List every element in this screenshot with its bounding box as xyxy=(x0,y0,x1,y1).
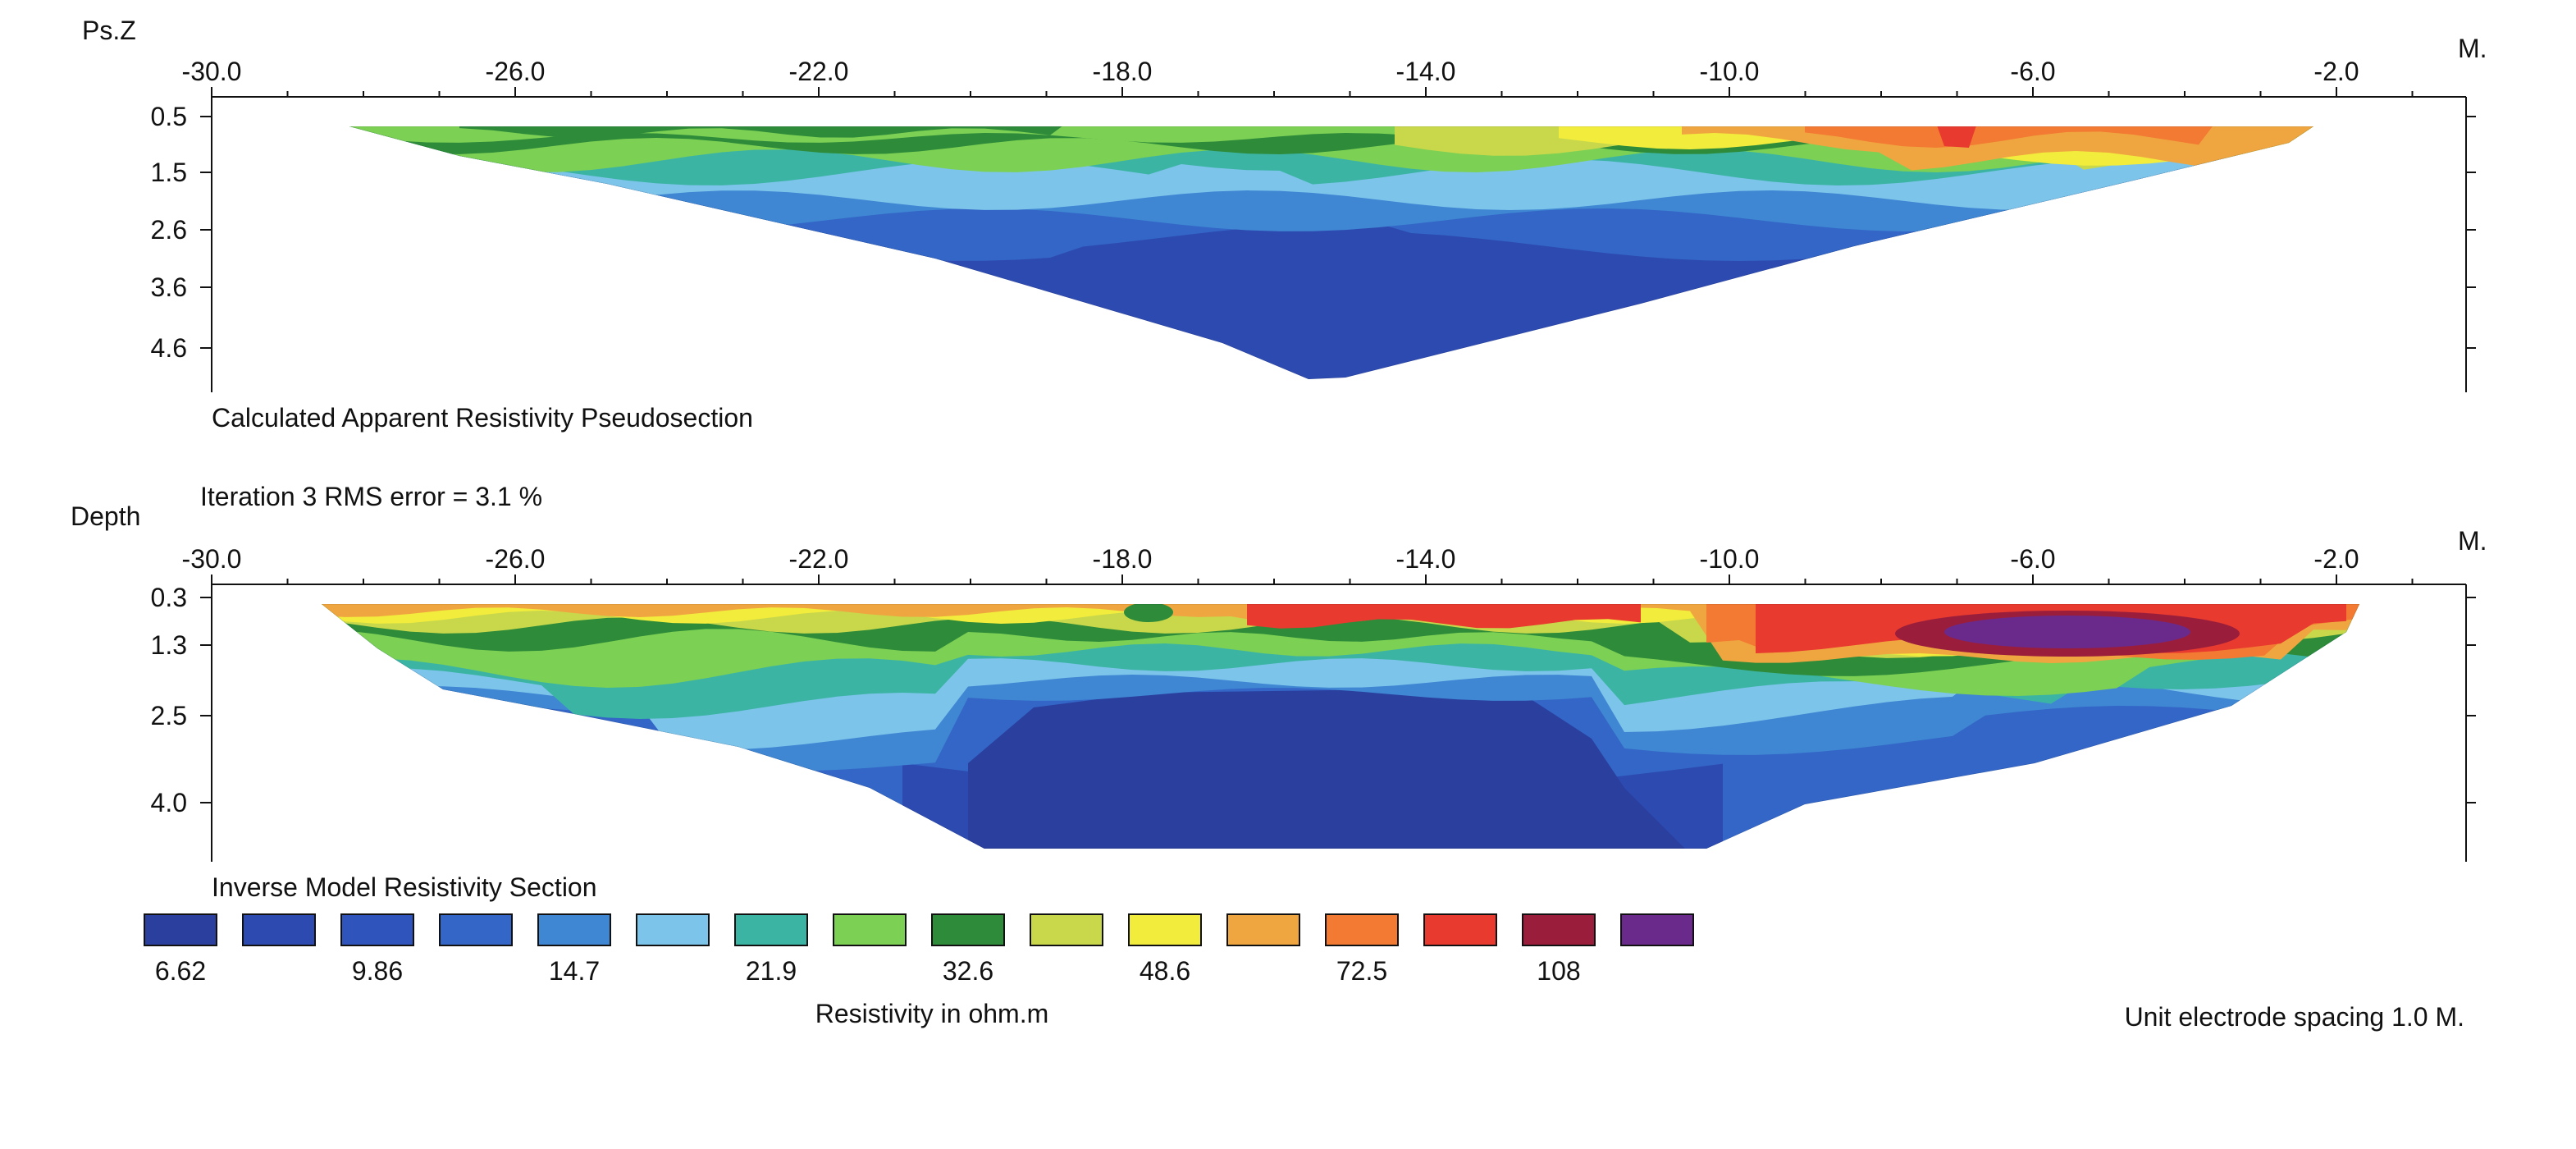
axes-frame xyxy=(200,87,2476,392)
y-tick-labels: 0.3 1.3 2.5 4.0 xyxy=(151,583,187,817)
y-tick-label: 0.3 xyxy=(151,583,187,612)
legend-swatch xyxy=(1423,913,1497,946)
inverse-model-panel: Iteration 3 RMS error = 3.1 % Depth M. -… xyxy=(71,482,2487,902)
legend-swatch xyxy=(1226,913,1300,946)
legend-swatches xyxy=(144,913,1694,946)
legend-swatch xyxy=(636,913,710,946)
x-tick-label: -30.0 xyxy=(182,57,242,86)
x-tick-label: -26.0 xyxy=(486,57,546,86)
legend-label: 6.62 xyxy=(155,956,206,986)
x-tick-labels: -30.0 -26.0 -22.0 -18.0 -14.0 -10.0 -6.0 -2.0 xyxy=(182,57,2359,86)
chart-title: Calculated Apparent Resistivity Pseudose… xyxy=(212,403,753,433)
legend-label: 21.9 xyxy=(746,956,797,986)
resistivity-zone xyxy=(1805,126,2215,148)
legend-swatch xyxy=(833,913,907,946)
legend-label: 72.5 xyxy=(1336,956,1387,986)
legend-swatch xyxy=(1325,913,1399,946)
y-tick-labels: 0.5 1.5 2.6 3.6 4.6 xyxy=(151,102,187,363)
y-tick-label: 2.5 xyxy=(151,701,187,730)
x-tick-label: -18.0 xyxy=(1093,544,1153,574)
electrode-spacing-note: Unit electrode spacing 1.0 M. xyxy=(2125,1002,2464,1032)
pseudosection-panel: Ps.Z M. -30.0 -26.0 -22.0 -18.0 -14.0 -10.0 -6… xyxy=(82,16,2487,433)
legend-swatch xyxy=(1128,913,1202,946)
iteration-rms-note: Iteration 3 RMS error = 3.1 % xyxy=(200,482,542,511)
resistivity-zone xyxy=(1936,126,1977,148)
y-tick-label: 4.6 xyxy=(151,333,187,363)
y-axis-label: Ps.Z xyxy=(82,16,136,45)
legend-swatch xyxy=(1030,913,1103,946)
y-axis-label: Depth xyxy=(71,501,140,531)
y-tick-label: 3.6 xyxy=(151,272,187,302)
legend-swatch xyxy=(537,913,611,946)
legend-label: 48.6 xyxy=(1140,956,1190,986)
x-tick-label: -22.0 xyxy=(789,544,849,574)
legend-swatch xyxy=(734,913,808,946)
legend-label: 32.6 xyxy=(943,956,993,986)
x-axis-unit: M. xyxy=(2458,526,2487,556)
x-axis-unit: M. xyxy=(2458,34,2487,63)
legend-label: 14.7 xyxy=(549,956,600,986)
legend-swatch xyxy=(1620,913,1694,946)
x-tick-label: -10.0 xyxy=(1700,57,1760,86)
x-tick-label: -2.0 xyxy=(2313,544,2359,574)
legend-title: Resistivity in ohm.m xyxy=(815,999,1049,1028)
x-tick-label: -22.0 xyxy=(789,57,849,86)
x-tick-label: -2.0 xyxy=(2313,57,2359,86)
y-tick-label: 4.0 xyxy=(151,788,187,817)
legend-swatch xyxy=(144,913,217,946)
legend-swatch xyxy=(439,913,513,946)
resistivity-zone xyxy=(968,689,1690,849)
chart-title: Inverse Model Resistivity Section xyxy=(212,872,597,902)
y-tick-label: 1.5 xyxy=(151,158,187,187)
legend-labels: 6.62 9.86 14.7 21.9 32.6 48.6 72.5 108 xyxy=(155,956,1581,986)
x-tick-label: -18.0 xyxy=(1093,57,1153,86)
legend-label: 9.86 xyxy=(352,956,403,986)
resistivity-contours xyxy=(322,604,2359,849)
y-tick-label: 1.3 xyxy=(151,630,187,660)
x-tick-label: -14.0 xyxy=(1396,544,1456,574)
legend-label: 108 xyxy=(1537,956,1580,986)
y-tick-label: 2.6 xyxy=(151,215,187,245)
x-tick-label: -30.0 xyxy=(182,544,242,574)
x-tick-labels: -30.0 -26.0 -22.0 -18.0 -14.0 -10.0 -6.0 -2.0 xyxy=(182,544,2359,574)
legend-swatch xyxy=(1522,913,1596,946)
x-tick-label: -14.0 xyxy=(1396,57,1456,86)
legend-swatch xyxy=(242,913,316,946)
color-legend: 6.62 9.86 14.7 21.9 32.6 48.6 72.5 108 Resistiv… xyxy=(144,913,1694,1028)
axes-frame xyxy=(200,574,2476,862)
x-tick-label: -10.0 xyxy=(1700,544,1760,574)
legend-swatch xyxy=(340,913,414,946)
y-tick-label: 0.5 xyxy=(151,102,187,131)
resistivity-contours xyxy=(349,126,2313,379)
resistivity-zone xyxy=(459,126,1066,138)
x-tick-label: -26.0 xyxy=(486,544,546,574)
x-tick-label: -6.0 xyxy=(2010,544,2055,574)
resistivity-zone xyxy=(1247,604,1641,629)
x-tick-label: -6.0 xyxy=(2010,57,2055,86)
legend-swatch xyxy=(931,913,1005,946)
